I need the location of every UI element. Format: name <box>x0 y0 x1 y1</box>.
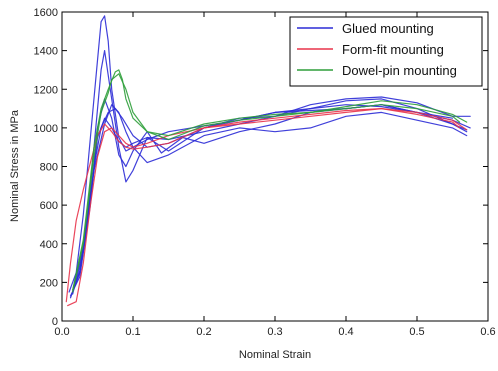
data-curves <box>65 15 471 307</box>
y-axis-ticks: 0 200 400 600 800 1000 1200 1400 1600 <box>34 7 488 328</box>
y-tick-label: 1000 <box>34 123 58 135</box>
y-axis-title: Nominal Stress in MPa <box>9 109 21 222</box>
legend-label: Glued mounting <box>342 21 434 36</box>
series-1 <box>65 107 468 307</box>
legend-label: Dowel-pin mounting <box>342 63 457 78</box>
x-tick-label: 0.2 <box>196 326 211 338</box>
x-tick-label: 0.1 <box>125 326 140 338</box>
y-tick-label: 400 <box>40 239 58 251</box>
x-tick-label: 0.4 <box>338 326 353 338</box>
x-tick-label: 0.0 <box>54 326 69 338</box>
y-tick-label: 1400 <box>34 46 58 58</box>
series-line <box>65 107 468 303</box>
y-tick-label: 0 <box>52 316 58 328</box>
legend-label: Form-fit mounting <box>342 42 444 57</box>
x-tick-label: 0.3 <box>267 326 282 338</box>
x-tick-label: 0.6 <box>480 326 495 338</box>
y-tick-label: 1600 <box>34 7 58 19</box>
x-axis-title: Nominal Strain <box>239 349 311 361</box>
x-tick-label: 0.5 <box>409 326 424 338</box>
y-tick-label: 1200 <box>34 84 58 96</box>
y-tick-label: 600 <box>40 200 58 212</box>
series-line <box>67 107 461 307</box>
legend: Glued mounting Form-fit mounting Dowel-pin… <box>289 16 483 87</box>
y-tick-label: 800 <box>40 162 58 174</box>
series-2 <box>72 69 468 293</box>
series-line <box>72 73 461 293</box>
x-axis-ticks: 0.0 0.1 0.2 0.3 0.4 0.5 0.6 <box>54 12 496 338</box>
y-tick-label: 200 <box>40 277 58 289</box>
